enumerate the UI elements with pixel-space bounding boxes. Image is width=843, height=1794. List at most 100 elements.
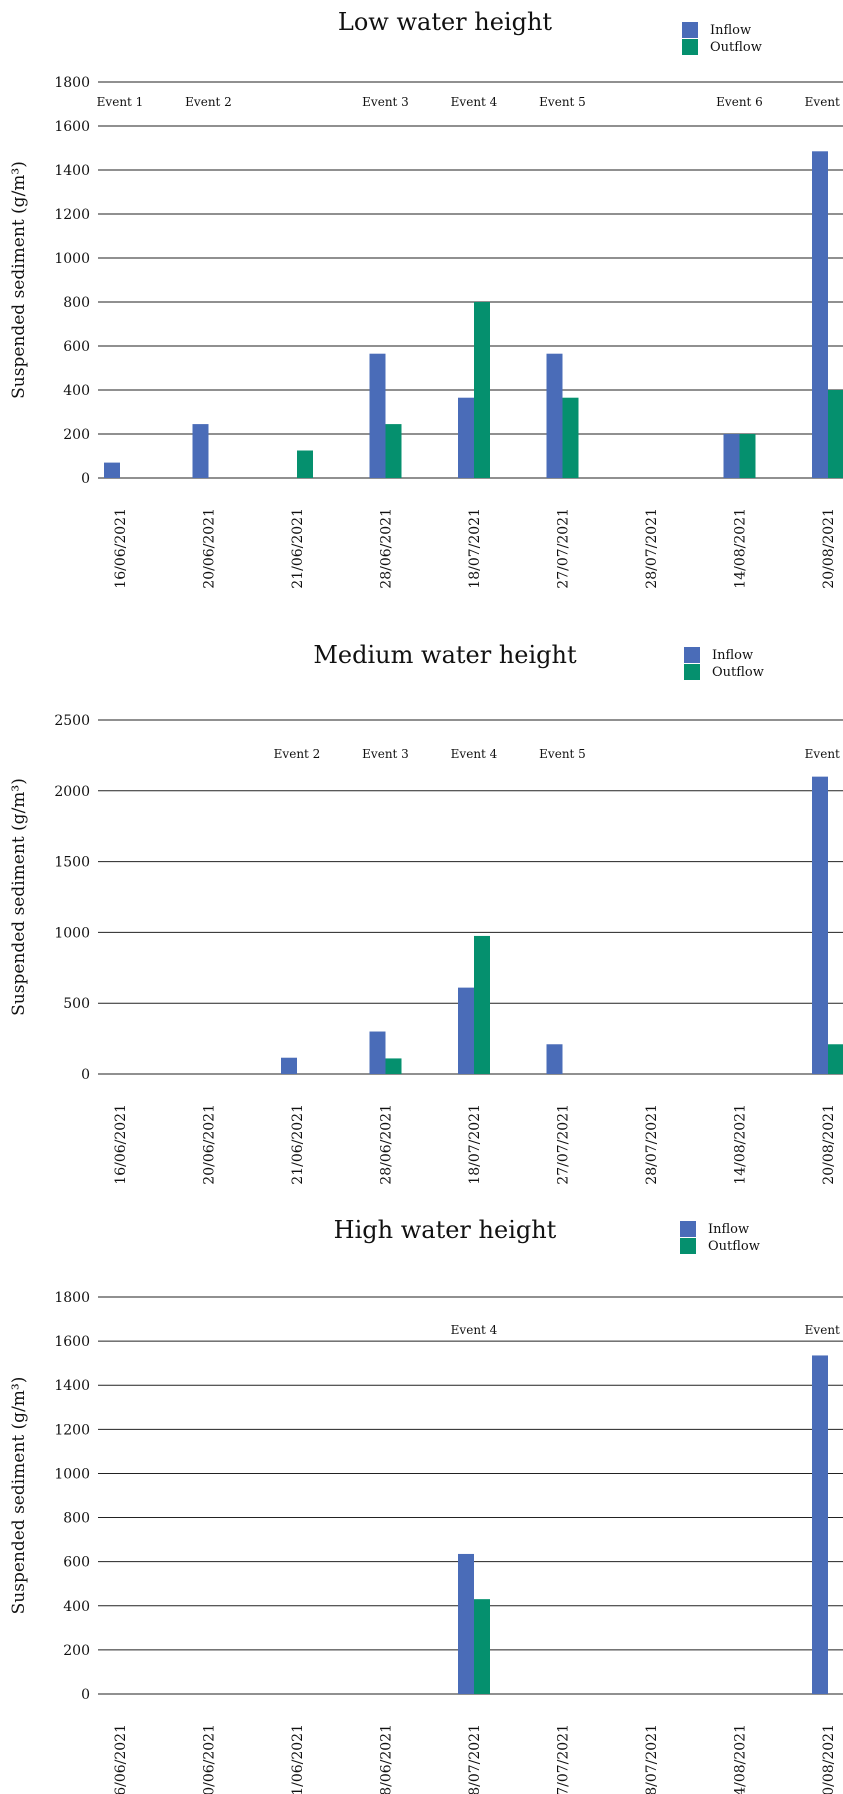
y-tick-label: 400 [63, 383, 90, 399]
event-label: Event 7 [805, 1323, 843, 1337]
y-axis-label: Suspended sediment (g/m³) [9, 1377, 29, 1615]
x-tick-label: 16/06/2021 [113, 1724, 129, 1794]
bar-inflow-4 [458, 1553, 474, 1694]
event-label: Event 7 [805, 747, 843, 761]
x-tick-label: 28/07/2021 [644, 1104, 660, 1185]
low-water-chart: Low water height 0 200 400 600 800 1000 1200 140… [9, 8, 843, 589]
medium-water-chart: Medium water height 0 500 1000 1500 2000 2500 S… [9, 641, 843, 1185]
event-label: Event 7 [805, 95, 843, 109]
x-tick-label: 16/06/2021 [113, 1104, 129, 1185]
y-tick-label: 600 [63, 339, 90, 355]
y-tick-label: 600 [63, 1555, 90, 1571]
bar-outflow-5 [562, 397, 579, 478]
x-tick-label: 18/07/2021 [467, 1724, 483, 1794]
event-label: Event 1 [97, 95, 144, 109]
x-tick-label: 18/07/2021 [467, 508, 483, 589]
y-tick-label: 1400 [54, 1378, 90, 1394]
bar-inflow-2 [281, 1057, 297, 1074]
bar-outflow-8 [828, 1044, 843, 1074]
y-tick-label: 400 [63, 1599, 90, 1615]
high-water-chart: High water height 0 200 400 600 800 1000 1200 14… [9, 1216, 843, 1794]
y-tick-label: 1200 [54, 1422, 90, 1438]
bar-inflow-8 [812, 151, 828, 479]
bar-inflow-5 [546, 353, 563, 478]
chart-title: Low water height [338, 8, 553, 36]
x-tick-label: 16/06/2021 [113, 508, 129, 589]
legend-swatch-outflow [680, 1238, 696, 1254]
bar-inflow-5 [546, 1044, 563, 1074]
bar-inflow-1 [192, 424, 209, 478]
y-tick-label: 1600 [54, 1334, 90, 1350]
legend-label-inflow: Inflow [712, 648, 753, 663]
event-label: Event 5 [539, 95, 586, 109]
y-tick-label: 800 [63, 295, 90, 311]
legend-label-inflow: Inflow [710, 23, 751, 38]
x-tick-label: 28/06/2021 [379, 1104, 395, 1185]
x-tick-label: 28/06/2021 [379, 1724, 395, 1794]
x-tick-label: 21/06/2021 [290, 508, 306, 589]
bar-inflow-3 [369, 1031, 386, 1074]
event-label: Event 2 [185, 95, 232, 109]
event-label: Event 3 [362, 95, 409, 109]
legend-label-outflow: Outflow [710, 40, 762, 55]
x-tick-label: 18/07/2021 [467, 1104, 483, 1185]
y-axis-label: Suspended sediment (g/m³) [9, 161, 29, 399]
x-tick-label: 20/06/2021 [202, 1724, 218, 1794]
x-tick-label: 21/06/2021 [290, 1104, 306, 1185]
x-tick-label: 21/06/2021 [290, 1724, 306, 1794]
y-tick-label: 1800 [54, 75, 90, 91]
y-tick-label: 2500 [54, 713, 90, 729]
bar-inflow-0 [104, 462, 120, 478]
bar-inflow-4 [458, 987, 474, 1074]
legend-label-outflow: Outflow [712, 665, 764, 680]
x-tick-label: 14/08/2021 [733, 1104, 749, 1185]
x-tick-label: 20/08/2021 [821, 508, 837, 589]
chart-title: Medium water height [313, 641, 577, 669]
y-tick-label: 500 [63, 996, 90, 1012]
y-tick-label: 200 [63, 1643, 90, 1659]
x-tick-label: 28/07/2021 [644, 508, 660, 589]
event-label: Event 4 [451, 1323, 498, 1337]
y-tick-label: 1000 [54, 1466, 90, 1482]
x-tick-label: 27/07/2021 [556, 508, 572, 589]
bar-outflow-8 [828, 390, 843, 478]
legend-swatch-outflow [682, 39, 698, 55]
bar-outflow-2 [297, 450, 313, 478]
bar-outflow-7 [739, 434, 756, 478]
event-label: Event 5 [539, 747, 586, 761]
event-label: Event 2 [274, 747, 321, 761]
bar-inflow-4 [458, 397, 474, 478]
bar-inflow-8 [812, 776, 828, 1074]
legend-label-outflow: Outflow [708, 1239, 760, 1254]
legend-swatch-inflow [684, 647, 700, 663]
x-tick-label: 20/08/2021 [821, 1104, 837, 1185]
x-tick-label: 20/06/2021 [202, 508, 218, 589]
y-tick-label: 1800 [54, 1290, 90, 1306]
event-label: Event 6 [716, 95, 763, 109]
bar-inflow-7 [723, 434, 740, 478]
event-label: Event 3 [362, 747, 409, 761]
bar-outflow-4 [474, 302, 490, 478]
legend-label-inflow: Inflow [708, 1222, 749, 1237]
y-tick-label: 0 [81, 471, 90, 487]
y-tick-label: 200 [63, 427, 90, 443]
y-tick-label: 1200 [54, 207, 90, 223]
y-tick-label: 1600 [54, 119, 90, 135]
bar-outflow-3 [385, 424, 402, 478]
y-tick-label: 1500 [54, 855, 90, 871]
bar-inflow-8 [812, 1355, 828, 1694]
y-tick-label: 1000 [54, 925, 90, 941]
chart-title: High water height [334, 1216, 557, 1244]
event-label: Event 4 [451, 95, 498, 109]
legend-swatch-inflow [680, 1221, 696, 1237]
legend-swatch-inflow [682, 22, 698, 38]
bar-outflow-3 [385, 1058, 402, 1074]
y-tick-label: 1400 [54, 163, 90, 179]
x-tick-label: 14/08/2021 [733, 1724, 749, 1794]
x-tick-label: 14/08/2021 [733, 508, 749, 589]
x-tick-label: 27/07/2021 [556, 1724, 572, 1794]
x-tick-label: 20/06/2021 [202, 1104, 218, 1185]
x-tick-label: 28/07/2021 [644, 1724, 660, 1794]
x-tick-label: 20/08/2021 [821, 1724, 837, 1794]
